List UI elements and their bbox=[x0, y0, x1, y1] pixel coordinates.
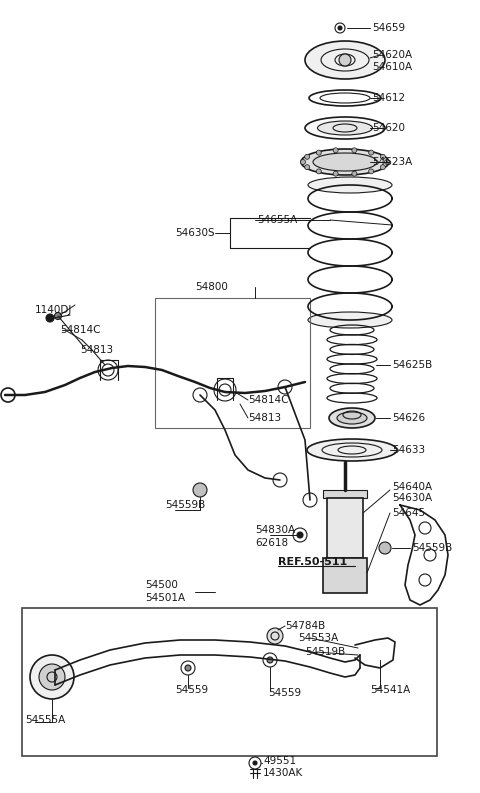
Circle shape bbox=[185, 665, 191, 671]
Circle shape bbox=[267, 628, 283, 644]
Circle shape bbox=[300, 159, 305, 164]
Text: 54813: 54813 bbox=[248, 413, 281, 423]
Text: 54501A: 54501A bbox=[145, 593, 185, 603]
Text: 54541A: 54541A bbox=[370, 685, 410, 695]
Text: 54559: 54559 bbox=[175, 685, 208, 695]
Circle shape bbox=[55, 312, 61, 320]
Bar bbox=[323, 558, 367, 593]
Text: 54640A: 54640A bbox=[392, 482, 432, 492]
Text: 54830A: 54830A bbox=[255, 525, 295, 535]
Circle shape bbox=[305, 155, 310, 159]
Text: 54612: 54612 bbox=[372, 93, 405, 103]
Circle shape bbox=[338, 26, 342, 30]
Ellipse shape bbox=[329, 408, 375, 428]
Text: 54814C: 54814C bbox=[248, 395, 288, 405]
Ellipse shape bbox=[337, 412, 367, 424]
Text: 54623A: 54623A bbox=[372, 157, 412, 167]
Circle shape bbox=[333, 171, 338, 176]
Circle shape bbox=[30, 655, 74, 699]
Circle shape bbox=[352, 171, 357, 176]
Text: 54814C: 54814C bbox=[60, 325, 100, 335]
Text: 54559B: 54559B bbox=[412, 543, 452, 553]
Text: 62618: 62618 bbox=[255, 538, 288, 548]
Text: 54655A: 54655A bbox=[257, 215, 297, 225]
Text: 54559B: 54559B bbox=[165, 500, 205, 510]
Text: 54633: 54633 bbox=[392, 445, 425, 455]
Text: 1430AK: 1430AK bbox=[263, 768, 303, 778]
Circle shape bbox=[369, 150, 374, 155]
Bar bbox=[155, 298, 310, 428]
Text: 54630A: 54630A bbox=[392, 493, 432, 503]
Circle shape bbox=[379, 542, 391, 554]
Circle shape bbox=[267, 657, 273, 663]
Bar bbox=[323, 490, 367, 498]
Ellipse shape bbox=[307, 439, 397, 461]
Ellipse shape bbox=[308, 312, 392, 328]
Text: 54610A: 54610A bbox=[372, 62, 412, 72]
Ellipse shape bbox=[317, 121, 372, 135]
Ellipse shape bbox=[313, 153, 377, 171]
Circle shape bbox=[333, 147, 338, 153]
Circle shape bbox=[193, 483, 207, 497]
Circle shape bbox=[305, 165, 310, 170]
Ellipse shape bbox=[308, 177, 392, 193]
Circle shape bbox=[369, 169, 374, 174]
Text: 54620: 54620 bbox=[372, 123, 405, 133]
Text: 54626: 54626 bbox=[392, 413, 425, 423]
Text: 54559: 54559 bbox=[268, 688, 301, 698]
Text: 54625B: 54625B bbox=[392, 360, 432, 370]
Bar bbox=[327, 498, 363, 558]
Circle shape bbox=[352, 147, 357, 153]
Circle shape bbox=[316, 169, 321, 174]
Text: 1140DJ: 1140DJ bbox=[35, 305, 72, 315]
Text: 54659: 54659 bbox=[372, 23, 405, 33]
Text: 54784B: 54784B bbox=[285, 621, 325, 631]
Circle shape bbox=[46, 314, 54, 322]
Text: 54519B: 54519B bbox=[305, 647, 345, 657]
Circle shape bbox=[339, 54, 351, 66]
Text: 54500: 54500 bbox=[145, 580, 178, 590]
Circle shape bbox=[384, 159, 389, 164]
Ellipse shape bbox=[305, 41, 385, 79]
Bar bbox=[22, 608, 437, 756]
Circle shape bbox=[380, 155, 385, 159]
Text: 49551: 49551 bbox=[263, 756, 296, 766]
Ellipse shape bbox=[301, 149, 389, 175]
Text: 54620A: 54620A bbox=[372, 50, 412, 60]
Circle shape bbox=[297, 532, 303, 538]
Text: 54553A: 54553A bbox=[298, 633, 338, 643]
Circle shape bbox=[253, 761, 257, 765]
Text: 54800: 54800 bbox=[195, 282, 228, 292]
Text: 54813: 54813 bbox=[80, 345, 113, 355]
Ellipse shape bbox=[305, 117, 385, 139]
Text: REF.50-511: REF.50-511 bbox=[278, 557, 347, 567]
Circle shape bbox=[380, 165, 385, 170]
Text: 54555A: 54555A bbox=[25, 715, 65, 725]
Text: 54645: 54645 bbox=[392, 508, 425, 518]
Circle shape bbox=[39, 664, 65, 690]
Text: 54630S: 54630S bbox=[175, 228, 215, 238]
Circle shape bbox=[316, 150, 321, 155]
